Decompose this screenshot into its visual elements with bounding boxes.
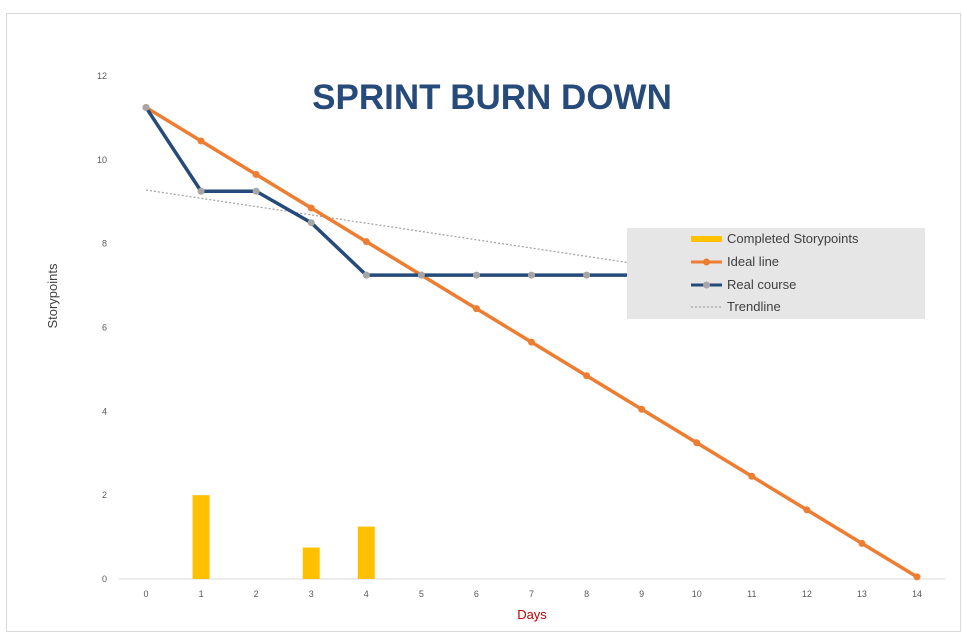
x-tick-label: 11 <box>747 589 756 599</box>
real-point <box>528 271 535 279</box>
real-point <box>583 271 591 279</box>
y-tick-label: 10 <box>97 155 107 165</box>
x-tick-label: 0 <box>143 589 148 599</box>
completed-bar <box>357 526 375 579</box>
y-tick-label: 4 <box>102 406 107 416</box>
y-tick-label: 2 <box>102 490 107 500</box>
real-course-path <box>144 106 642 277</box>
x-tick-label: 10 <box>692 589 702 599</box>
x-tick-label: 1 <box>199 589 204 599</box>
completed-bar <box>302 547 320 579</box>
ideal-point <box>803 506 811 514</box>
trendline-path <box>145 189 642 266</box>
legend-swatch-completed <box>691 236 722 242</box>
legend-label: Ideal line <box>727 254 779 269</box>
trendline <box>145 189 642 266</box>
ideal-point <box>748 472 756 480</box>
real-point <box>307 219 315 227</box>
chart-title: SPRINT BURN DOWN <box>312 78 672 117</box>
ideal-point <box>528 338 535 346</box>
legend-marker-real <box>703 281 710 289</box>
ideal-point <box>252 171 260 179</box>
ideal-point <box>472 305 480 313</box>
legend-label: Trendline <box>727 299 781 314</box>
ideal-line <box>142 103 921 581</box>
x-tick-label: 4 <box>364 589 369 599</box>
real-point <box>142 103 150 111</box>
completed-bar <box>192 495 210 579</box>
legend-label: Real course <box>727 277 796 292</box>
x-tick-label: 8 <box>584 589 589 599</box>
ideal-point <box>307 204 315 212</box>
x-tick-label: 3 <box>309 589 314 599</box>
x-tick-label: 7 <box>529 589 534 599</box>
legend: Completed Storypoints Ideal line Real cour… <box>627 228 925 319</box>
x-tick-label: 5 <box>419 589 424 599</box>
y-tick-label: 0 <box>102 574 107 584</box>
y-tick-label: 8 <box>102 239 107 249</box>
x-tick-label: 12 <box>802 589 812 599</box>
real-point <box>417 271 425 279</box>
real-point <box>362 271 370 279</box>
legend-label: Completed Storypoints <box>727 231 859 246</box>
real-course <box>142 103 646 279</box>
real-point <box>472 271 480 279</box>
ideal-point <box>583 372 591 380</box>
x-tick-label: 13 <box>857 589 867 599</box>
y-tick-label: 6 <box>102 323 107 333</box>
ideal-point <box>638 405 646 413</box>
y-axis-label: Storypoints <box>45 263 60 329</box>
legend-background <box>627 228 925 319</box>
real-point <box>197 187 205 195</box>
ideal-point <box>858 539 866 547</box>
x-axis-ticks: 0 1 2 3 4 5 6 7 8 9 10 11 12 13 14 <box>143 589 922 599</box>
ideal-point <box>913 573 921 581</box>
completed-bars <box>192 495 375 579</box>
ideal-point <box>197 137 205 145</box>
x-tick-label: 2 <box>254 589 259 599</box>
x-axis-label: Days <box>517 607 547 622</box>
x-tick-label: 6 <box>474 589 479 599</box>
y-axis-ticks: 0 2 4 6 8 10 12 <box>97 71 107 584</box>
ideal-point <box>362 238 370 246</box>
y-tick-label: 12 <box>97 71 107 81</box>
legend-marker-ideal <box>703 258 710 266</box>
x-tick-label: 9 <box>639 589 644 599</box>
x-tick-label: 14 <box>912 589 922 599</box>
ideal-point <box>693 439 701 447</box>
chart-frame <box>6 13 961 632</box>
real-point <box>252 187 260 195</box>
